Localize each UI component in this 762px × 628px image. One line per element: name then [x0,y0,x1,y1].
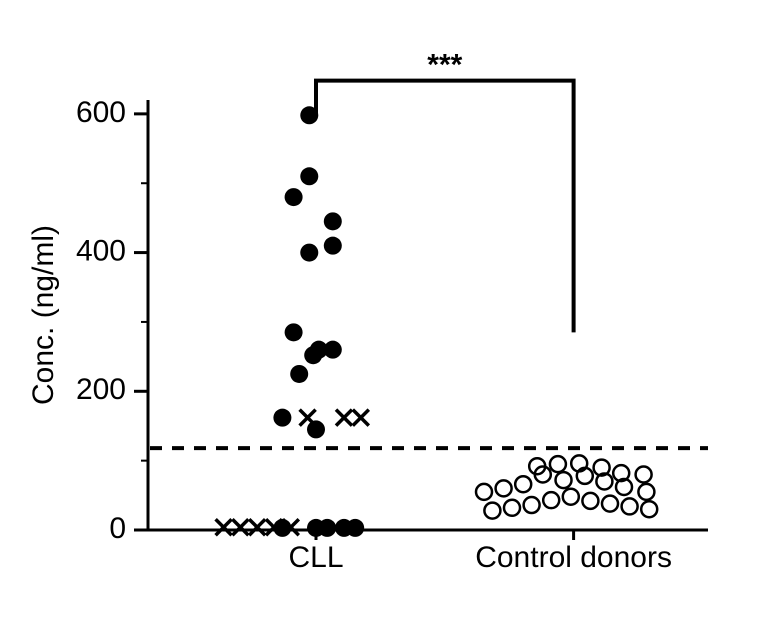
data-point [300,244,318,262]
data-point [563,489,579,505]
data-point [550,456,566,472]
data-point [285,323,303,341]
data-point [524,497,540,513]
data-point [484,503,500,519]
x-category-label: Control donors [475,541,672,574]
data-point [556,472,572,488]
data-point [346,519,364,537]
data-point [515,476,531,492]
data-point [304,346,322,364]
y-tick-label: 600 [76,96,126,129]
data-point [300,167,318,185]
data-point [307,420,325,438]
y-axis-label: Conc. (ng/ml) [27,225,60,405]
data-point [324,341,342,359]
chart-svg: 0 200 400 600 Conc. (ng/ml) CLL Control donors… [0,0,762,628]
data-point [504,500,520,516]
data-point [249,519,265,535]
data-point [318,519,336,537]
data-point [641,501,657,517]
y-tick-label: 400 [76,235,126,268]
data-point [285,188,303,206]
y-tick-label: 200 [76,373,126,406]
data-point [622,498,638,514]
data-point [273,409,291,427]
data-point [602,496,618,512]
data-point [232,519,248,535]
significance-bracket [316,81,574,333]
data-point [496,480,512,496]
scatter-chart: 0 200 400 600 Conc. (ng/ml) CLL Control donors… [0,0,762,628]
data-point [336,410,352,426]
data-point [636,467,652,483]
data-point [216,519,232,535]
data-point [476,484,492,500]
data-point [324,212,342,230]
data-point [582,493,598,509]
data-point [300,106,318,124]
data-point [324,237,342,255]
data-point [300,410,316,426]
data-point [638,484,654,500]
data-point [290,365,308,383]
y-tick-label: 0 [109,512,126,545]
data-point [353,410,369,426]
x-category-label: CLL [288,541,343,574]
significance-label: *** [427,49,462,82]
data-point [543,492,559,508]
